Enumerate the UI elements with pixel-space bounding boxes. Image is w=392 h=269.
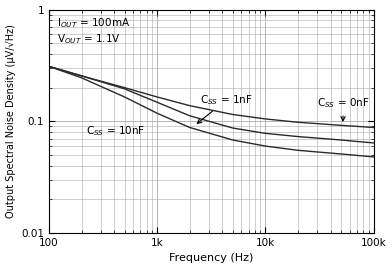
Text: C$_{SS}$ = 10nF: C$_{SS}$ = 10nF — [86, 124, 145, 138]
X-axis label: Frequency (Hz): Frequency (Hz) — [169, 253, 254, 263]
Text: I$_{OUT}$ = 100mA
V$_{OUT}$ = 1.1V: I$_{OUT}$ = 100mA V$_{OUT}$ = 1.1V — [57, 16, 130, 46]
Text: C$_{SS}$ = 1nF: C$_{SS}$ = 1nF — [197, 93, 253, 123]
Text: C$_{SS}$ = 0nF: C$_{SS}$ = 0nF — [317, 97, 370, 121]
Y-axis label: Output Spectral Noise Density (μV/√Hz): Output Spectral Noise Density (μV/√Hz) — [5, 24, 16, 218]
